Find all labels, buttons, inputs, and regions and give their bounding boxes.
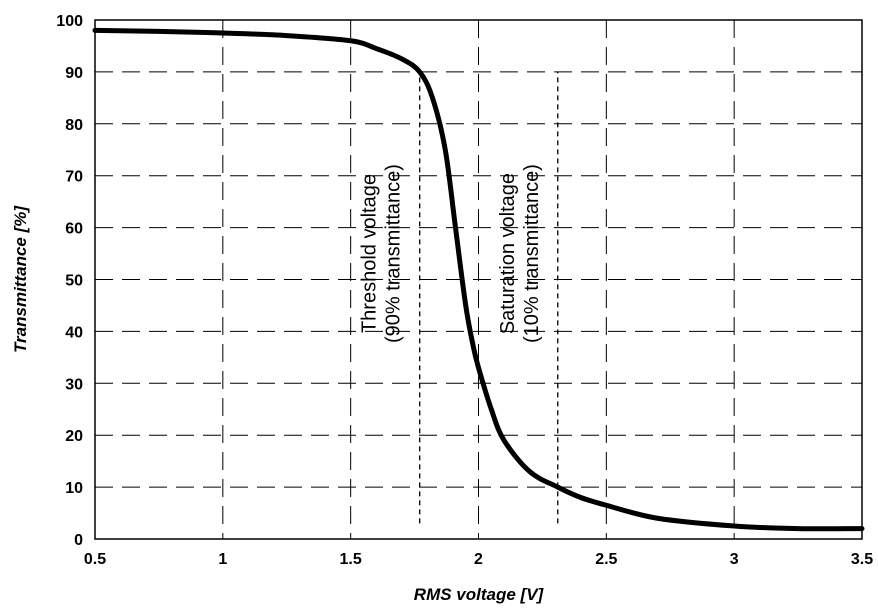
x-tick-label: 0.5 xyxy=(84,551,106,568)
y-tick-label: 0 xyxy=(74,532,83,549)
y-tick-label: 40 xyxy=(65,324,83,341)
x-tick-label: 3 xyxy=(730,551,739,568)
y-tick-label: 100 xyxy=(56,13,83,30)
transmittance-curve xyxy=(92,27,865,532)
y-tick-label: 20 xyxy=(65,428,83,445)
y-tick-label: 70 xyxy=(65,169,83,186)
marker-label-line1: Threshold voltage xyxy=(359,174,381,333)
y-tick-label: 60 xyxy=(65,221,83,238)
plot-frame xyxy=(94,19,863,540)
y-tick-label: 80 xyxy=(65,117,83,134)
x-tick-label: 1.5 xyxy=(340,551,362,568)
y-tick-label: 50 xyxy=(65,273,83,290)
marker-label-line2: (10% transmittance) xyxy=(521,164,543,343)
y-tick-label: 90 xyxy=(65,65,83,82)
marker-label-line1: Saturation voltage xyxy=(497,173,519,334)
x-tick-label: 2 xyxy=(474,551,483,568)
voltage-markers xyxy=(419,71,559,524)
x-tick-label: 2.5 xyxy=(595,551,617,568)
x-tick-label: 1 xyxy=(218,551,227,568)
x-axis-ticks: 0.5 1 1.5 2 2.5 3 3.5 xyxy=(84,551,873,568)
y-tick-label: 30 xyxy=(65,376,83,393)
x-tick-label: 3.5 xyxy=(851,551,873,568)
y-tick-label: 10 xyxy=(65,480,83,497)
grid-lines xyxy=(95,20,862,539)
y-axis-ticks: 0 10 20 30 40 50 60 70 80 90 100 xyxy=(56,13,83,549)
y-axis-label: Transmittance [%] xyxy=(11,205,30,353)
marker-label-line2: (90% transmittance) xyxy=(383,164,405,343)
x-axis-label: RMS voltage [V] xyxy=(414,585,545,604)
marker-annotations: Threshold voltage (90% transmittance) Satu… xyxy=(359,164,543,343)
